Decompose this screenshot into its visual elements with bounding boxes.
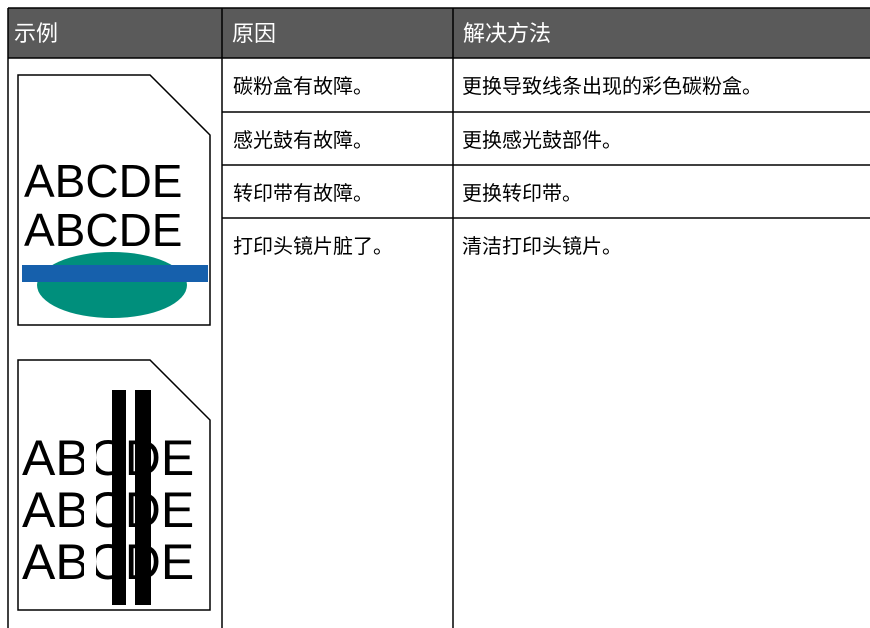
table-cell: 更换导致线条出现的彩色碳粉盒。 [462, 74, 762, 98]
example-1: ABCDE ABCDE [17, 74, 211, 326]
sample-text: ABCDE [24, 204, 182, 256]
grid [7, 7, 870, 628]
table-cell: 更换感光鼓部件。 [462, 128, 622, 152]
table-cell: 感光鼓有故障。 [233, 128, 373, 152]
sample-text: ABCDE [22, 430, 194, 486]
header-cell: 解决方法 [463, 22, 551, 47]
table-cell: 更换转印带。 [462, 181, 582, 205]
table-cell: 清洁打印头镜片。 [462, 234, 622, 258]
header-bar [8, 8, 870, 58]
table-cell: 转印带有故障。 [233, 181, 373, 205]
sample-text: ABCDE [22, 534, 194, 590]
sample-text: ABCDE [24, 155, 182, 207]
table-cell: 打印头镜片脏了。 [233, 234, 393, 258]
example-2: ABCDE ABCDE ABCDE [17, 359, 211, 611]
header-cell: 原因 [232, 22, 276, 47]
sample-text: ABCDE [22, 482, 194, 538]
header-cell: 示例 [14, 22, 58, 47]
table-cell: 碳粉盒有故障。 [233, 74, 373, 98]
